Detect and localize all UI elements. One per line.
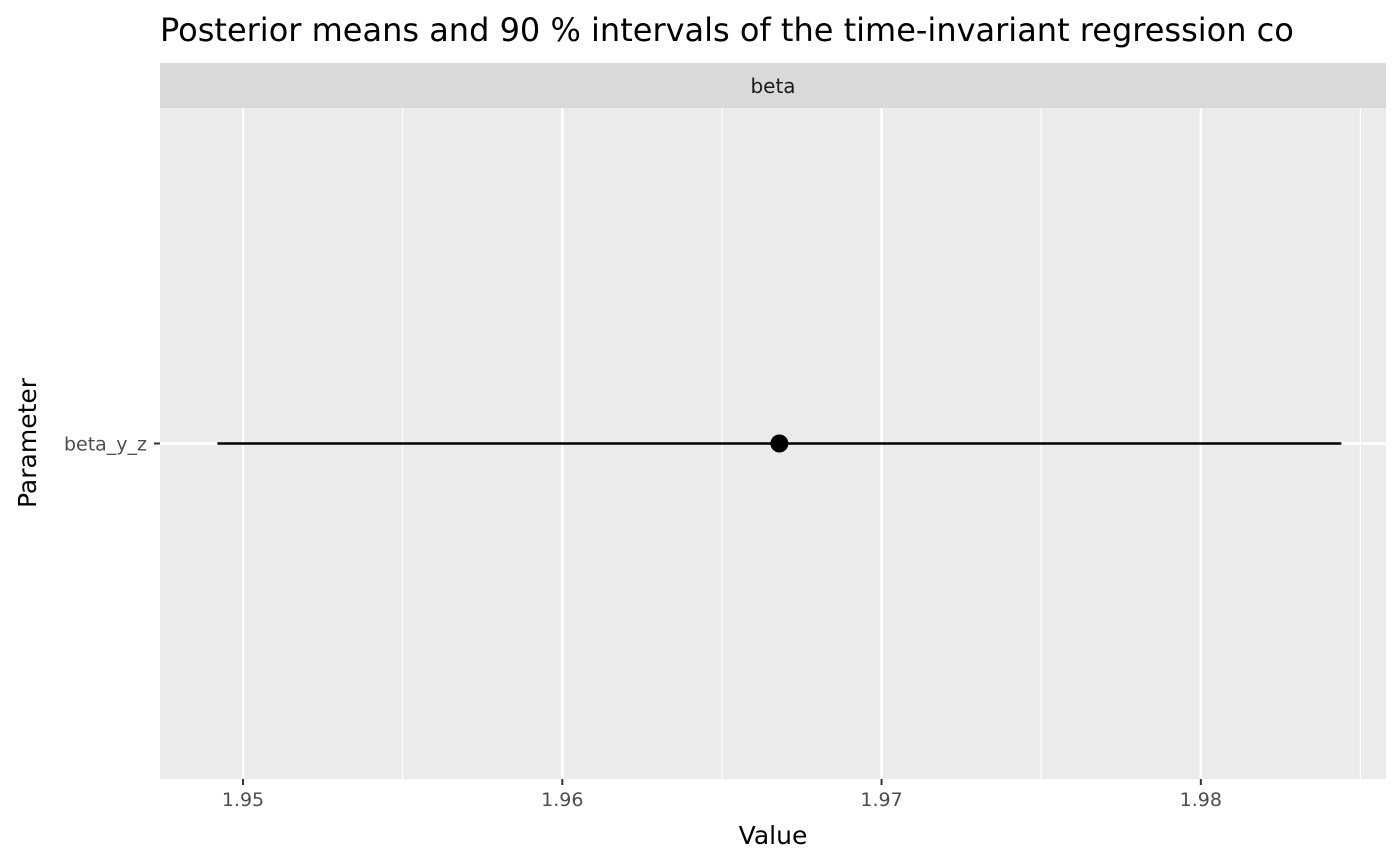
x-tick-label: 1.97 bbox=[860, 789, 902, 811]
data-marks bbox=[217, 434, 1342, 453]
mean-point bbox=[770, 434, 789, 453]
x-axis-title: Value bbox=[739, 821, 808, 850]
x-tick-label: 1.95 bbox=[222, 789, 264, 811]
x-tick-label: 1.96 bbox=[541, 789, 583, 811]
axes: 1.95 1.96 1.97 1.98 beta_y_z bbox=[64, 434, 1222, 812]
chart-title: Posterior means and 90 % intervals of th… bbox=[160, 11, 1294, 49]
y-tick-label: beta_y_z bbox=[64, 434, 147, 456]
facet-strip bbox=[160, 63, 1386, 108]
x-tick-label: 1.98 bbox=[1180, 789, 1222, 811]
facet-strip-label: beta bbox=[750, 74, 795, 98]
y-axis-title: Parameter bbox=[13, 377, 42, 508]
